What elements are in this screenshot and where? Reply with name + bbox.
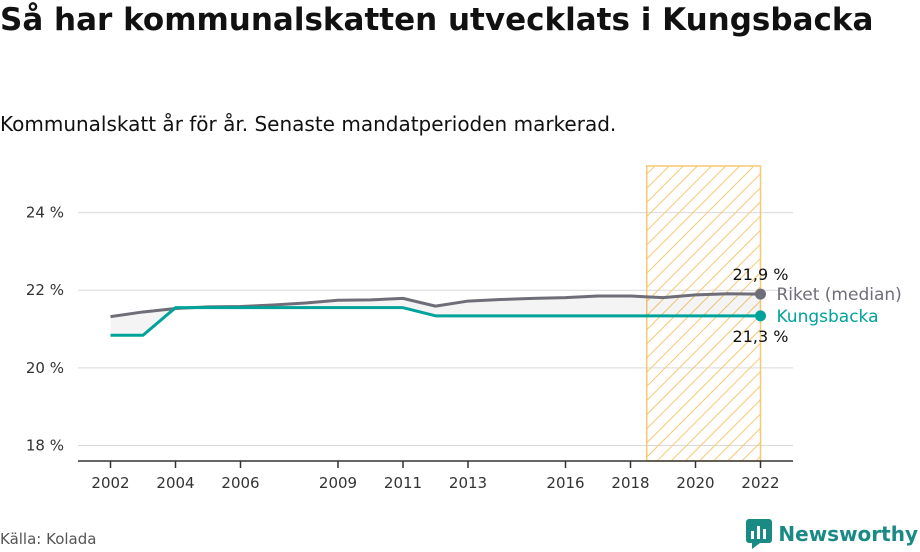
x-tick-label: 2006 — [221, 474, 259, 492]
source-note: Källa: Kolada — [0, 530, 97, 548]
x-tick-label: 2013 — [449, 474, 487, 492]
x-tick-label: 2009 — [319, 474, 357, 492]
chart-title: Så har kommunalskatten utvecklats i Kung… — [0, 2, 874, 38]
x-tick-label: 2002 — [91, 474, 129, 492]
x-tick-label: 2022 — [741, 474, 779, 492]
riket-value-label: 21,9 % — [733, 265, 789, 284]
riket-legend-label: Riket (median) — [777, 285, 902, 305]
kungsbacka-value-label: 21,3 % — [733, 327, 789, 346]
brand-name: Newsworthy — [778, 522, 918, 546]
chart-subtitle: Kommunalskatt år för år. Senaste mandatp… — [0, 112, 617, 136]
kungsbacka-line — [110, 306, 761, 337]
newsworthy-logo: Newsworthy — [746, 519, 918, 549]
brand-chart-icon — [746, 519, 773, 549]
x-tick-label: 2016 — [546, 474, 584, 492]
kungsbacka-end-dot — [755, 310, 766, 322]
x-tick-label: 2004 — [156, 474, 194, 492]
y-tick-label: 20 % — [26, 359, 64, 377]
y-tick-label: 24 % — [26, 204, 64, 222]
y-tick-label: 18 % — [26, 436, 64, 454]
kungsbacka-legend-label: Kungsbacka — [777, 307, 879, 327]
x-tick-label: 2018 — [611, 474, 649, 492]
y-tick-label: 22 % — [26, 281, 64, 299]
x-tick-label: 2011 — [384, 474, 422, 492]
riket-end-dot — [755, 288, 766, 300]
x-tick-label: 2020 — [676, 474, 714, 492]
